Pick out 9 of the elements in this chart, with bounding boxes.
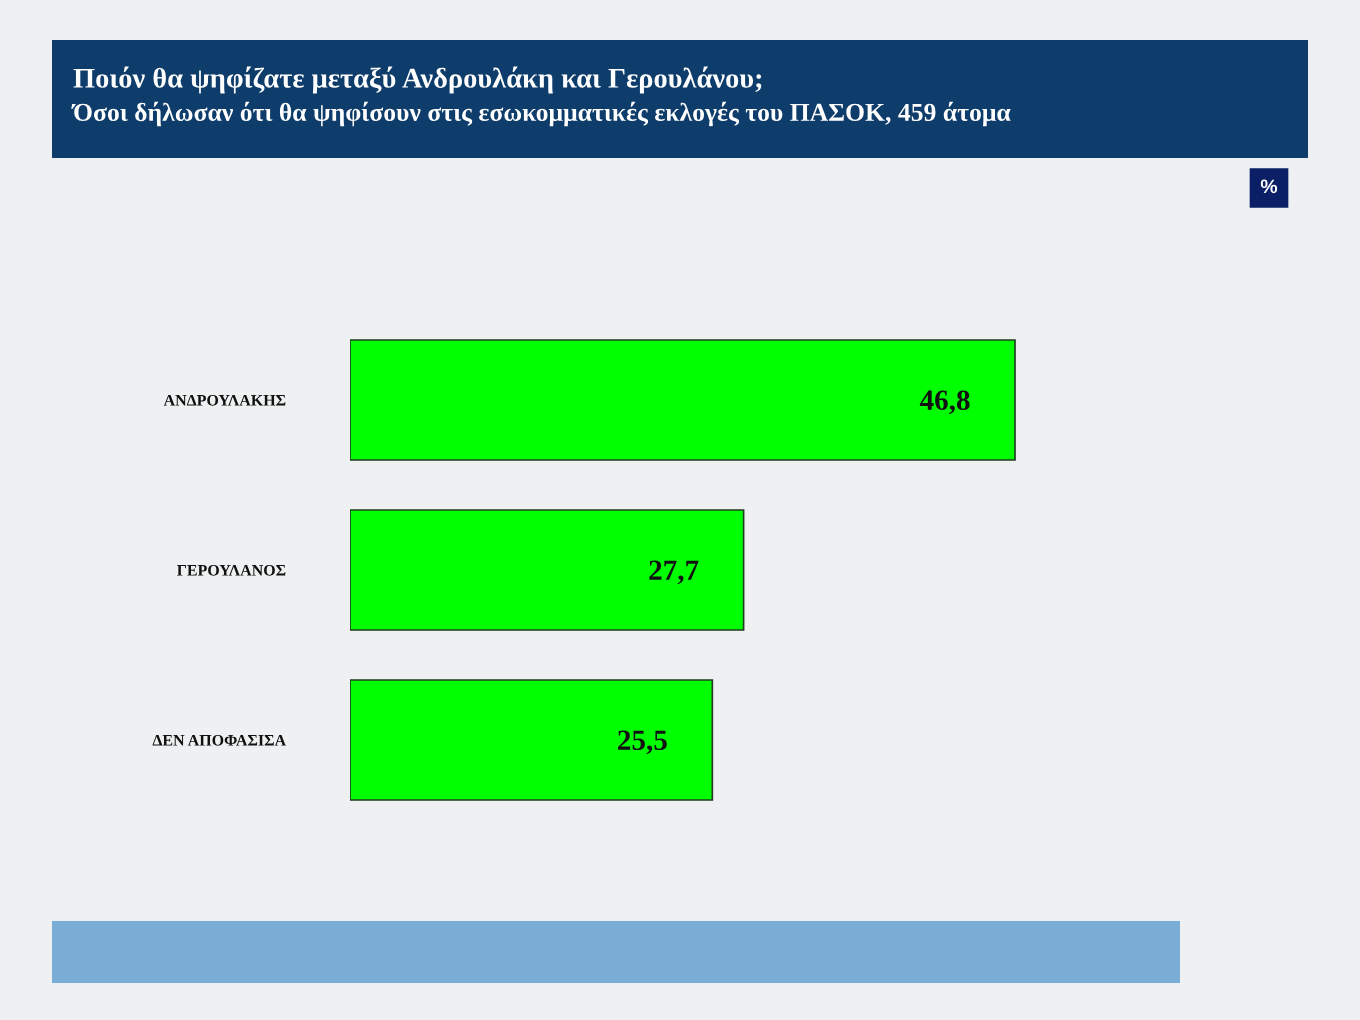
chart-title: Ποιόν θα ψηφίζατε μεταξύ Ανδρουλάκη και Γερουλάνου;: [73, 66, 762, 94]
y-tick-label: ΔΕΝ ΑΠΟΦΑΣΙΣΑ: [152, 734, 286, 746]
data-label: 25,5: [618, 730, 667, 755]
chart-subtitle: Όσοι δήλωσαν ότι θα ψηφίσουν στις εσωκομματικές εκλογές του ΠΑΣΟΚ, 459 άτομα: [71, 101, 1011, 127]
y-tick-label: ΑΝΔΡΟΥΛΑΚΗΣ: [163, 394, 286, 406]
data-label: 46,8: [919, 390, 970, 415]
text: %: [1260, 179, 1278, 194]
data-label: 27,7: [649, 560, 699, 585]
y-tick-label: ΓΕΡΟΥΛΑΝΟΣ: [177, 564, 286, 576]
